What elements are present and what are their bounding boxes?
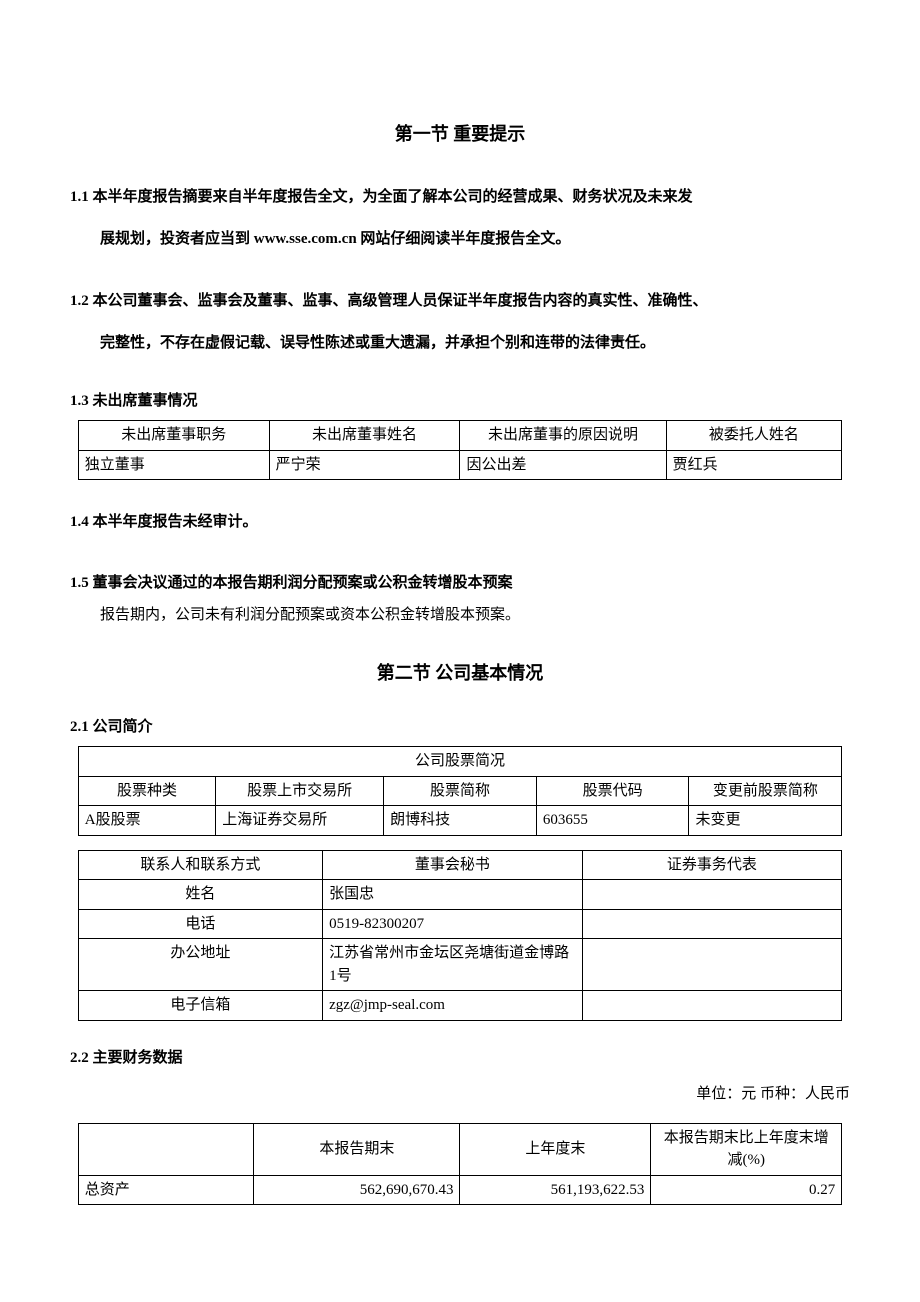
table-cell: 独立董事 — [78, 450, 269, 480]
table-header-cell: 本报告期末比上年度末增减(%) — [651, 1123, 842, 1175]
financial-data-table: 本报告期末 上年度末 本报告期末比上年度末增减(%) 总资产 562,690,6… — [78, 1123, 842, 1206]
section1-title: 第一节 重要提示 — [70, 120, 850, 146]
table-header-cell: 未出席董事职务 — [78, 421, 269, 451]
para-1-2-lead: 1.2 本公司董事会、监事会及董事、监事、高级管理人员保证半年度报告内容的真实性… — [70, 293, 708, 309]
heading-2-1: 2.1 公司简介 — [70, 715, 850, 736]
section2-title: 第二节 公司基本情况 — [70, 659, 850, 685]
para-1-1: 1.1 本半年度报告摘要来自半年度报告全文，为全面了解本公司的经营成果、财务状况… — [70, 176, 850, 260]
table-row: 姓名 张国忠 — [78, 880, 841, 910]
table-header-cell: 证券事务代表 — [582, 850, 842, 880]
table-header-cell: 被委托人姓名 — [666, 421, 842, 451]
table-cell: 电子信箱 — [78, 991, 322, 1021]
table-cell: 603655 — [536, 806, 689, 836]
table-cell: A股股票 — [78, 806, 215, 836]
table-row: 股票种类 股票上市交易所 股票简称 股票代码 变更前股票简称 — [78, 776, 841, 806]
table-cell — [582, 880, 842, 910]
table-cell: 贾红兵 — [666, 450, 842, 480]
table-header-cell: 股票上市交易所 — [216, 776, 384, 806]
unit-currency-line: 单位：元 币种：人民币 — [70, 1082, 850, 1103]
para-1-2: 1.2 本公司董事会、监事会及董事、监事、高级管理人员保证半年度报告内容的真实性… — [70, 280, 850, 364]
absent-directors-table: 未出席董事职务 未出席董事姓名 未出席董事的原因说明 被委托人姓名 独立董事 严… — [78, 420, 842, 480]
table-cell: zgz@jmp-seal.com — [323, 991, 583, 1021]
table-header-cell — [78, 1123, 254, 1175]
table-header-cell: 股票种类 — [78, 776, 215, 806]
table-cell: 561,193,622.53 — [460, 1175, 651, 1205]
table-cell: 上海证券交易所 — [216, 806, 384, 836]
heading-1-3: 1.3 未出席董事情况 — [70, 389, 850, 410]
table-header-cell: 本报告期末 — [254, 1123, 460, 1175]
table-row: 独立董事 严宁荣 因公出差 贾红兵 — [78, 450, 841, 480]
stock-info-table: 公司股票简况 股票种类 股票上市交易所 股票简称 股票代码 变更前股票简称 A股… — [78, 746, 842, 836]
table-header-cell: 未出席董事姓名 — [269, 421, 460, 451]
table-cell: 未变更 — [689, 806, 842, 836]
para-1-2-body: 完整性，不存在虚假记载、误导性陈述或重大遗漏，并承担个别和连带的法律责任。 — [70, 322, 850, 364]
table-row: 办公地址 江苏省常州市金坛区尧塘街道金博路1号 — [78, 939, 841, 991]
table-cell: 562,690,670.43 — [254, 1175, 460, 1205]
table-header-cell: 股票简称 — [384, 776, 537, 806]
table-cell: 电话 — [78, 909, 322, 939]
table-header-cell: 未出席董事的原因说明 — [460, 421, 666, 451]
table-cell — [582, 939, 842, 991]
table-cell: 办公地址 — [78, 939, 322, 991]
table-cell — [582, 909, 842, 939]
table-cell: 严宁荣 — [269, 450, 460, 480]
table-row: 电子信箱 zgz@jmp-seal.com — [78, 991, 841, 1021]
table-header-cell: 董事会秘书 — [323, 850, 583, 880]
table-cell: 0.27 — [651, 1175, 842, 1205]
heading-1-5: 1.5 董事会决议通过的本报告期利润分配预案或公积金转增股本预案 — [70, 571, 850, 592]
table-header-cell: 联系人和联系方式 — [78, 850, 322, 880]
table-cell: 姓名 — [78, 880, 322, 910]
table-row: 总资产 562,690,670.43 561,193,622.53 0.27 — [78, 1175, 841, 1205]
table-cell: 朗博科技 — [384, 806, 537, 836]
para-1-1-lead: 1.1 本半年度报告摘要来自半年度报告全文，为全面了解本公司的经营成果、财务状况… — [70, 189, 693, 205]
contact-info-table: 联系人和联系方式 董事会秘书 证券事务代表 姓名 张国忠 电话 0519-823… — [78, 850, 842, 1021]
table-row: 联系人和联系方式 董事会秘书 证券事务代表 — [78, 850, 841, 880]
table-header-cell: 变更前股票简称 — [689, 776, 842, 806]
table-cell — [582, 991, 842, 1021]
table-row: 未出席董事职务 未出席董事姓名 未出席董事的原因说明 被委托人姓名 — [78, 421, 841, 451]
para-1-5-body: 报告期内，公司未有利润分配预案或资本公积金转增股本预案。 — [70, 602, 850, 629]
table-cell: 江苏省常州市金坛区尧塘街道金博路1号 — [323, 939, 583, 991]
table-cell: 张国忠 — [323, 880, 583, 910]
table-row: 公司股票简况 — [78, 747, 841, 777]
table-header-cell: 上年度末 — [460, 1123, 651, 1175]
heading-1-4: 1.4 本半年度报告未经审计。 — [70, 510, 850, 531]
table-row: 本报告期末 上年度末 本报告期末比上年度末增减(%) — [78, 1123, 841, 1175]
table-header-cell: 股票代码 — [536, 776, 689, 806]
table-cell: 0519-82300207 — [323, 909, 583, 939]
table-cell: 总资产 — [78, 1175, 254, 1205]
table-caption-cell: 公司股票简况 — [78, 747, 841, 777]
heading-2-2: 2.2 主要财务数据 — [70, 1046, 850, 1067]
para-1-1-body: 展规划，投资者应当到 www.sse.com.cn 网站仔细阅读半年度报告全文。 — [70, 218, 850, 260]
table-cell: 因公出差 — [460, 450, 666, 480]
table-row: A股股票 上海证券交易所 朗博科技 603655 未变更 — [78, 806, 841, 836]
table-row: 电话 0519-82300207 — [78, 909, 841, 939]
